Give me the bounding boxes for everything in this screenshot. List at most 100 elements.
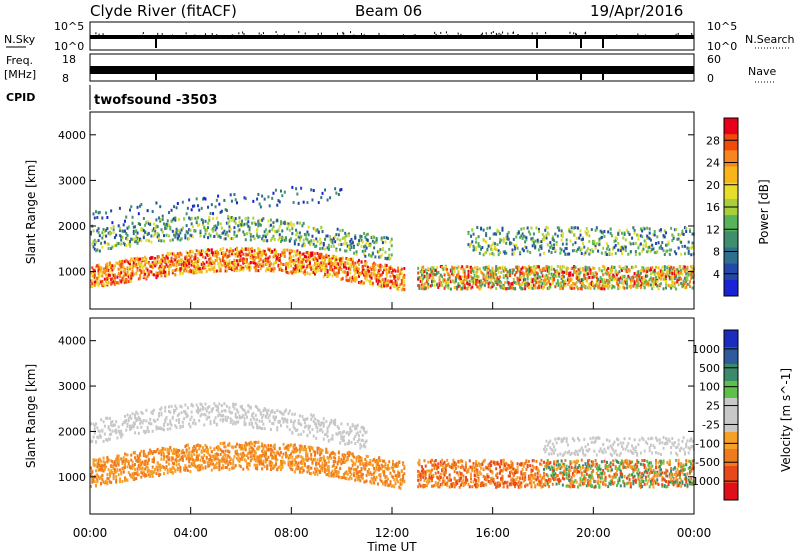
power-cell (624, 233, 626, 236)
power-cell (381, 265, 383, 268)
power-cell (499, 251, 501, 254)
velocity-cell (96, 480, 98, 483)
power-cell (485, 234, 487, 237)
power-cell (593, 240, 595, 243)
power-cell (101, 280, 103, 283)
power-cell (121, 236, 123, 239)
power-cell (222, 247, 224, 250)
velocity-cell (159, 473, 161, 476)
nsky-gap-mark (155, 37, 157, 48)
power-cell (689, 230, 691, 233)
power-cell (145, 239, 147, 242)
power-cell (309, 273, 311, 276)
velocity-cell (171, 449, 173, 452)
power-cell (470, 235, 472, 238)
power-cell (306, 272, 308, 275)
power-cell (290, 256, 292, 259)
velocity-cell (216, 466, 218, 469)
velocity-cell (134, 463, 136, 466)
power-cell (427, 283, 429, 286)
velocity-cell (325, 448, 327, 451)
power-cell (95, 210, 97, 213)
power-cell (123, 276, 125, 279)
power-cell (630, 286, 632, 289)
velocity-cell (184, 454, 186, 457)
power-cell (212, 230, 214, 233)
power-cell (651, 244, 653, 247)
power-cell (125, 244, 127, 247)
power-cell (551, 244, 553, 247)
power-cell (267, 195, 269, 198)
power-cell (114, 273, 116, 276)
power-cell (166, 234, 168, 237)
power-cell (489, 237, 491, 240)
velocity-cell (178, 463, 180, 466)
power-cell (640, 286, 642, 289)
power-cell (126, 234, 128, 237)
power-cell (213, 270, 215, 273)
velocity-cell (233, 455, 235, 458)
power-cell (254, 253, 256, 256)
power-cell (381, 237, 383, 240)
power-cell (230, 193, 232, 196)
power-cell (656, 280, 658, 283)
power-cell (109, 270, 111, 273)
velocity-cell (303, 469, 305, 472)
power-cell (468, 232, 470, 235)
power-cell (133, 273, 135, 276)
power-cell (118, 268, 120, 271)
power-cell (120, 239, 122, 242)
power-cell (651, 266, 653, 269)
power-cell (527, 250, 529, 253)
nsky-spike (502, 32, 503, 34)
colorbar-tick-label: 8 (713, 246, 720, 259)
power-cell (208, 249, 210, 252)
power-cell (324, 188, 326, 191)
power-cell (145, 257, 147, 260)
power-cell (168, 234, 170, 237)
power-cell (640, 272, 642, 275)
power-cell (225, 237, 227, 240)
power-cell (367, 239, 369, 242)
power-cell (94, 284, 96, 287)
power-cell (382, 241, 384, 244)
power-cell (134, 225, 136, 228)
velocity-cell (317, 458, 319, 461)
velocity-cell (328, 471, 330, 474)
power-cell (525, 236, 527, 239)
power-cell (615, 244, 617, 247)
power-cell (444, 273, 446, 276)
velocity-cell (121, 480, 123, 483)
power-cell (313, 189, 315, 192)
power-cell (227, 234, 229, 237)
power-cell (586, 233, 588, 236)
power-cell (227, 215, 229, 218)
power-cell (631, 237, 633, 240)
power-cell (197, 204, 199, 207)
velocity-cell (232, 446, 234, 449)
power-cell (251, 222, 253, 225)
nsky-right-tick-top: 10^5 (707, 20, 737, 33)
velocity-cell (106, 481, 108, 484)
power-cell (361, 245, 363, 248)
power-cell (132, 216, 134, 219)
velocity-cell (103, 457, 105, 460)
power-cell (626, 281, 628, 284)
power-cell (356, 277, 358, 280)
velocity-cell (275, 463, 277, 466)
velocity-cell (168, 452, 170, 455)
power-cell (563, 271, 565, 274)
power-cell (607, 271, 609, 274)
power-cell (305, 255, 307, 258)
power-cell (523, 272, 525, 275)
power-cell (113, 231, 115, 234)
power-cell (350, 246, 352, 249)
power-cell (242, 249, 244, 252)
power-cell (162, 231, 164, 234)
power-cell (288, 262, 290, 265)
nsky-spike (277, 34, 278, 36)
power-cell (192, 225, 194, 228)
power-cell (235, 222, 237, 225)
power-cell (236, 259, 238, 262)
power-cell (250, 238, 252, 241)
